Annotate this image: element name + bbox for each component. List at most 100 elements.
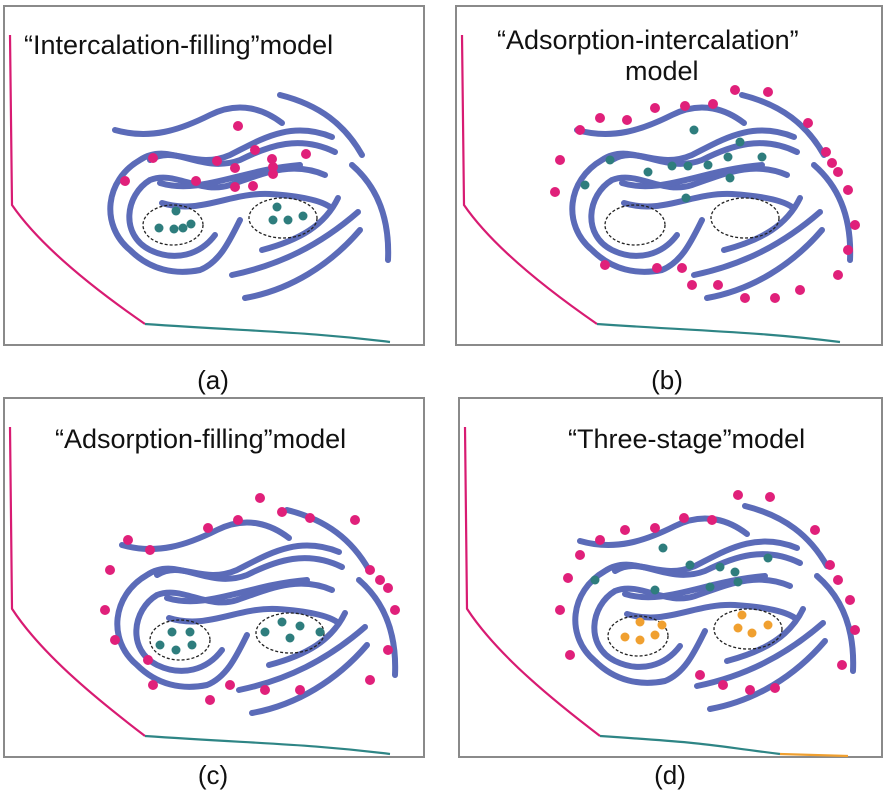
sodium-ion-intercalated [689,125,699,135]
sodium-ion-adsorbed [565,650,575,660]
carbon-layer [107,140,338,275]
sodium-ion-intercalated [186,219,196,229]
sodium-ion-adsorbed [233,515,243,525]
sodium-ion-intercalated [735,137,745,147]
sodium-ion-adsorbed [821,147,831,157]
sodium-ion-adsorbed [687,280,697,290]
sodium-ion-adsorbed [250,145,260,155]
sodium-ion-intercalated [763,553,773,563]
sodium-ion-adsorbed [555,605,565,615]
sodium-ion-adsorbed [843,245,853,255]
carbon-layer [126,165,328,259]
sodium-ion-intercalated [268,215,278,225]
sodium-ion-adsorbed [850,220,860,230]
sodium-ion-intercalated [272,202,282,212]
sodium-ion-intercalated [295,621,305,631]
sodium-ion-adsorbed [105,565,115,575]
sloping-region-curve-c [8,426,146,737]
sodium-ion-intercalated [703,160,713,170]
sloping-region-curve-b [460,34,598,325]
low-voltage-curve-d [779,752,849,758]
sodium-ion-adsorbed [148,153,158,163]
sodium-ion-adsorbed [763,87,773,97]
carbon-layer [349,162,392,263]
carbon-layer [577,515,750,549]
graphene-layers-d [572,503,857,712]
sodium-ion-intercalated [650,585,660,595]
carbon-layer [742,503,830,569]
sodium-ion-adsorbed [730,85,740,95]
sodium-ion-adsorbed [718,680,728,690]
sodium-ion-adsorbed [680,101,690,111]
sodium-ion-adsorbed [810,525,820,535]
sloping-region-curve-d [463,426,601,737]
sodium-ion-pore-filled [763,620,773,630]
sodium-ion-pore-filled [733,623,743,633]
sodium-ion-adsorbed [679,513,689,523]
sodium-ion-adsorbed [765,492,775,502]
carbon-layer [164,577,310,605]
sodium-ion-adsorbed [267,154,277,164]
carbon-layer [622,573,768,601]
closed-pore [713,608,783,650]
sodium-ion-pore-filled [737,610,747,620]
panel-c-caption: (c) [197,760,229,790]
sodium-ion-adsorbed [770,293,780,303]
carbon-layer [112,104,285,138]
sodium-ion-adsorbed [268,169,278,179]
panel-c-title: “Adsorption-filling”model [55,424,347,454]
panel-d [458,397,883,758]
panel-b-title-line2: model [625,56,699,86]
sodium-ion-adsorbed [620,525,630,535]
carbon-layer [694,620,826,689]
sodium-ion-intercalated [285,633,295,643]
panel-d-title: “Three-stage”model [568,424,806,454]
sodium-ion-adsorbed [233,121,243,131]
sodium-ion-adsorbed [652,263,662,273]
sodium-ion-adsorbed [825,560,835,570]
carbon-layer [569,140,800,275]
sodium-ion-adsorbed [770,683,780,693]
sodium-ion-intercalated [667,161,677,171]
sodium-ion-intercalated [169,224,179,234]
sodium-ion-adsorbed [230,182,240,192]
plateau-region-curve-b [596,322,841,344]
sodium-ion-adsorbed [677,263,687,273]
panel-d-caption: (d) [654,760,686,790]
sodium-ion-adsorbed [365,675,375,685]
sodium-ion-intercalated [685,560,695,570]
sloping-region-curve-a [8,34,146,325]
panel-b [455,5,883,346]
sodium-ion-adsorbed [707,515,717,525]
sodium-ion-adsorbed [120,176,130,186]
panel-a [3,5,425,346]
sodium-ion-intercalated [580,180,590,190]
carbon-layer [166,605,340,625]
sodium-ion-adsorbed [827,158,837,168]
sodium-ion-adsorbed [575,550,585,560]
sodium-ion-adsorbed [268,162,278,172]
carbon-layer [621,190,795,210]
carbon-layer [157,162,303,190]
sodium-ion-adsorbed [622,115,632,125]
sodium-ion-intercalated [730,567,740,577]
sodium-ion-intercalated [260,627,270,637]
closed-pore [710,197,780,239]
sodium-ion-intercalated [723,152,733,162]
sodium-ion-intercalated [185,627,195,637]
panel-a-caption: (a) [197,365,229,395]
closed-pore [142,204,204,246]
closed-pore [248,197,318,239]
sodium-ion-intercalated [171,645,181,655]
sodium-ion-adsorbed [148,680,158,690]
sodium-ion-adsorbed [248,181,258,191]
sodium-ion-adsorbed [383,583,393,593]
sodium-ion-intercalated [171,206,181,216]
sodium-ion-adsorbed [600,260,610,270]
sodium-ion-intercalated [590,575,600,585]
carbon-layer [277,92,365,158]
sodium-ion-adsorbed [350,515,360,525]
sodium-ion-intercalated [315,627,325,637]
sodium-ion-adsorbed [695,670,705,680]
